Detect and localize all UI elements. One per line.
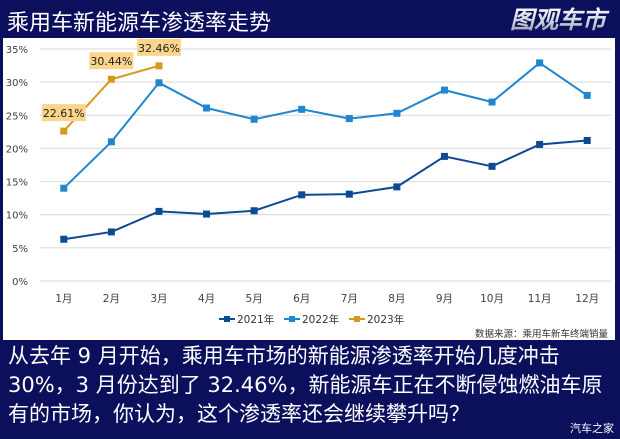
x-tick-label: 7月: [341, 293, 358, 305]
data-label-box: [136, 38, 181, 56]
header: 乘用车新能源车渗透率走势 图观车市: [0, 0, 620, 38]
page-title: 乘用车新能源车渗透率走势: [7, 11, 272, 36]
data-point-marker: [203, 210, 211, 218]
x-tick-label: 8月: [388, 293, 405, 305]
data-point-marker: [393, 109, 401, 117]
data-point-marker: [488, 162, 496, 170]
data-label-box: [89, 52, 134, 70]
x-tick-label: 12月: [575, 293, 599, 305]
data-point-marker: [345, 190, 353, 198]
data-point-marker: [536, 59, 544, 67]
chart-panel: 0% 5% 10% 15% 20% 25% 30% 35% 1月 2月 3月 4月 5月 6月 7月 8月 9月…: [3, 38, 615, 340]
x-tick-label: 4月: [198, 293, 215, 305]
data-point-marker: [60, 235, 68, 243]
data-point-marker: [60, 184, 68, 192]
y-tick-label: 35%: [6, 45, 28, 56]
x-tick-label: 10月: [480, 293, 504, 305]
y-tick-label: 0%: [12, 277, 28, 288]
source-note: 数据来源：乘用车新车终端销量: [475, 328, 609, 340]
data-label: 32.46%: [138, 42, 180, 55]
data-point-marker: [107, 228, 115, 236]
data-label-box: [41, 104, 86, 122]
x-tick-label: 1月: [55, 293, 72, 305]
y-tick-label: 15%: [6, 178, 28, 189]
x-tick-label: 5月: [246, 293, 263, 305]
data-point-marker: [155, 79, 163, 87]
watermark: 汽车之家: [570, 422, 614, 435]
data-point-marker: [345, 115, 353, 123]
legend-marker: [354, 316, 360, 322]
data-point-marker: [250, 207, 258, 215]
line-chart: 0% 5% 10% 15% 20% 25% 30% 35% 1月 2月 3月 4月 5月 6月 7月 8月 9月…: [6, 38, 611, 340]
x-tick-label: 6月: [293, 293, 310, 305]
y-tick-label: 5%: [12, 244, 28, 255]
legend-marker: [289, 316, 295, 322]
logo-text: 图观车市: [510, 6, 610, 34]
x-tick-label: 3月: [150, 293, 167, 305]
data-point-marker: [393, 183, 401, 191]
y-tick-label: 10%: [6, 211, 28, 222]
data-point-marker: [583, 136, 591, 144]
data-point-marker: [155, 207, 163, 215]
data-point-marker: [440, 152, 448, 160]
data-point-marker: [60, 127, 68, 135]
data-point-marker: [583, 91, 591, 99]
data-point-marker: [298, 105, 306, 113]
caption-text: 从去年 9 月开始，乘用车市场的新能源渗透率开始几度冲击 30%，3 月份达到了…: [8, 344, 603, 426]
y-tick-label: 25%: [6, 111, 28, 122]
data-label: 22.61%: [43, 107, 85, 120]
series-line-2021年: [63, 139, 588, 241]
series-line-2022年: [63, 61, 588, 189]
data-point-marker: [488, 98, 496, 106]
data-point-marker: [298, 191, 306, 199]
data-label: 30.44%: [90, 55, 132, 68]
x-tick-label: 11月: [528, 293, 552, 305]
brand-logo: 图观车市: [510, 6, 610, 34]
series-line-2023年: [63, 64, 160, 132]
y-tick-label: 20%: [6, 144, 28, 155]
x-tick-label: 9月: [436, 293, 453, 305]
data-point-marker: [440, 86, 448, 94]
data-point-marker: [107, 138, 115, 146]
y-tick-label: 30%: [6, 78, 28, 89]
data-point-marker: [155, 62, 163, 70]
data-point-marker: [250, 115, 258, 123]
legend-label: 2022年: [302, 313, 339, 326]
data-point-marker: [107, 75, 115, 83]
data-point-marker: [536, 140, 544, 148]
legend-label: 2021年: [237, 313, 274, 326]
legend-label: 2023年: [367, 313, 404, 326]
x-tick-label: 2月: [103, 293, 120, 305]
data-point-marker: [203, 104, 211, 112]
legend-marker: [224, 316, 230, 322]
